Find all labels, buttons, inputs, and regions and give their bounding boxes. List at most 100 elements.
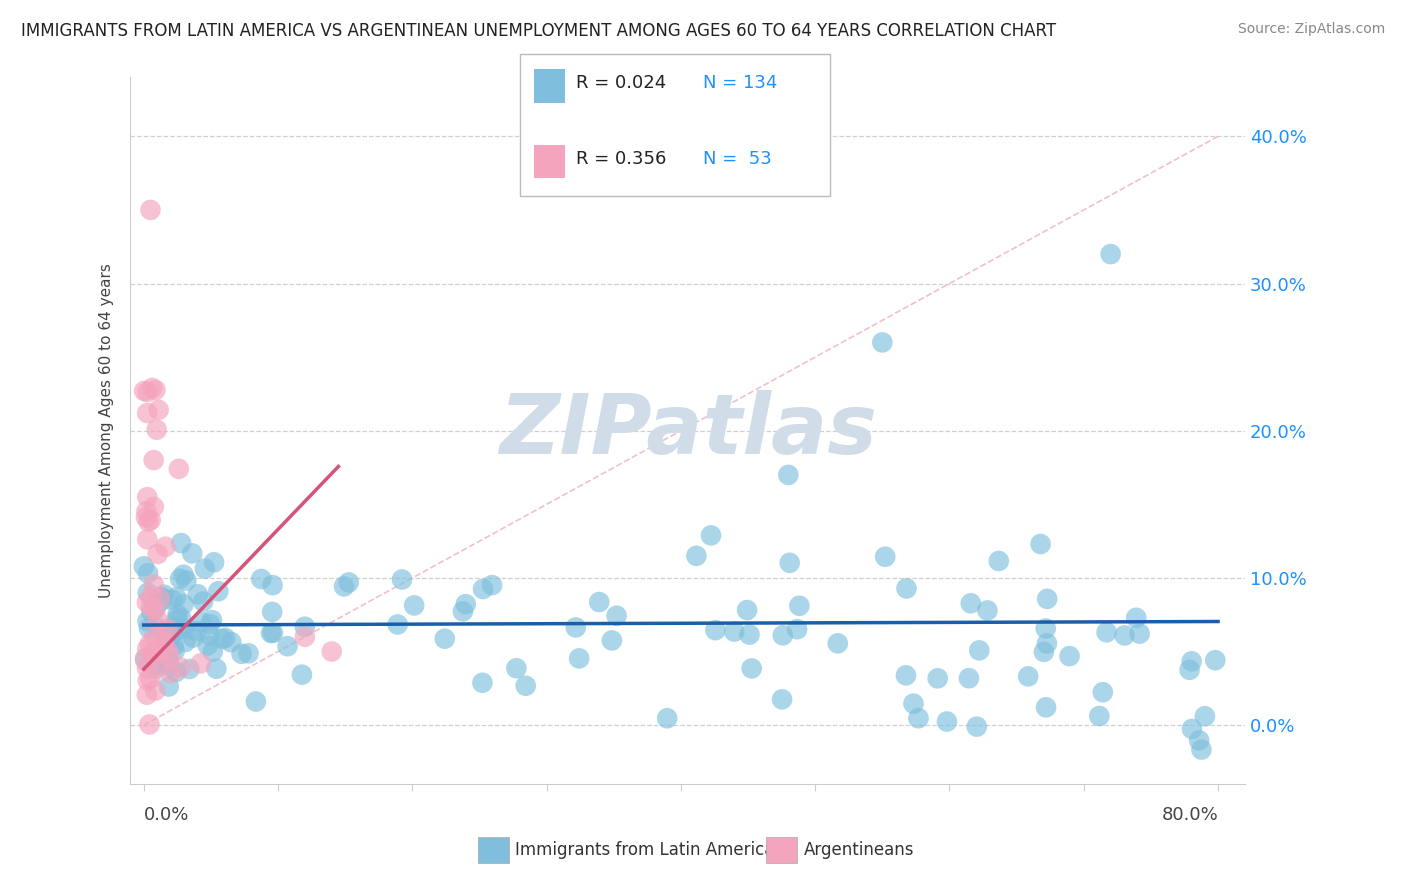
Point	[149, 591, 172, 605]
Point	[896, 582, 918, 596]
Point	[149, 657, 172, 672]
Point	[157, 680, 180, 694]
Point	[723, 624, 745, 639]
Point	[433, 632, 456, 646]
Point	[170, 611, 193, 625]
Point	[967, 643, 990, 657]
Text: Immigrants from Latin America: Immigrants from Latin America	[515, 841, 773, 859]
Point	[136, 533, 159, 547]
Point	[162, 593, 184, 607]
Point	[568, 651, 591, 665]
Point	[176, 574, 198, 588]
Point	[321, 644, 343, 658]
Point	[1032, 645, 1054, 659]
Point	[187, 587, 209, 601]
Point	[1029, 537, 1052, 551]
Text: IMMIGRANTS FROM LATIN AMERICA VS ARGENTINEAN UNEMPLOYMENT AMONG AGES 60 TO 64 YE: IMMIGRANTS FROM LATIN AMERICA VS ARGENTI…	[21, 22, 1056, 40]
Point	[179, 662, 201, 676]
Point	[170, 660, 193, 674]
Point	[472, 582, 495, 596]
Point	[159, 666, 181, 681]
Point	[146, 547, 169, 561]
Point	[153, 630, 176, 644]
Point	[1036, 636, 1059, 650]
Point	[170, 536, 193, 550]
Point	[143, 603, 166, 617]
Point	[588, 595, 610, 609]
Point	[136, 673, 159, 688]
Point	[1178, 663, 1201, 677]
Point	[146, 644, 169, 658]
Point	[214, 631, 236, 645]
Point	[162, 620, 184, 634]
Text: Argentineans: Argentineans	[804, 841, 915, 859]
Point	[142, 649, 165, 664]
Point	[191, 594, 214, 608]
Point	[1125, 611, 1147, 625]
Point	[142, 646, 165, 660]
Point	[198, 628, 221, 642]
Point	[138, 515, 160, 529]
Point	[238, 646, 260, 660]
Point	[173, 597, 195, 611]
Point	[181, 631, 204, 645]
Text: 80.0%: 80.0%	[1161, 806, 1218, 824]
Point	[875, 549, 897, 564]
Point	[976, 603, 998, 617]
Point	[451, 604, 474, 618]
Text: N = 134: N = 134	[703, 74, 778, 92]
Point	[1059, 649, 1081, 664]
Point	[173, 567, 195, 582]
Point	[894, 668, 917, 682]
Point	[167, 623, 190, 637]
Point	[139, 202, 162, 217]
Point	[136, 490, 159, 504]
Point	[142, 500, 165, 514]
Point	[157, 632, 180, 647]
Point	[245, 694, 267, 708]
Point	[770, 692, 793, 706]
Point	[657, 711, 679, 725]
Point	[150, 590, 173, 604]
Point	[1114, 628, 1136, 642]
Point	[333, 579, 356, 593]
Point	[505, 661, 527, 675]
Y-axis label: Unemployment Among Ages 60 to 64 years: Unemployment Among Ages 60 to 64 years	[100, 263, 114, 599]
Point	[156, 622, 179, 636]
Point	[136, 384, 159, 399]
Point	[145, 600, 167, 615]
Point	[1091, 685, 1114, 699]
Point	[291, 667, 314, 681]
Point	[337, 575, 360, 590]
Point	[148, 402, 170, 417]
Point	[404, 599, 426, 613]
Point	[139, 513, 162, 527]
Point	[136, 406, 159, 420]
Point	[262, 578, 284, 592]
Text: N =  53: N = 53	[703, 150, 772, 168]
Point	[135, 504, 157, 518]
Point	[778, 467, 800, 482]
Point	[211, 632, 233, 646]
Point	[741, 661, 763, 675]
Point	[704, 623, 727, 637]
Point	[1017, 669, 1039, 683]
Point	[134, 654, 156, 668]
Point	[139, 589, 162, 603]
Point	[205, 662, 228, 676]
Text: R = 0.356: R = 0.356	[576, 150, 666, 168]
Point	[181, 546, 204, 560]
Point	[136, 586, 159, 600]
Point	[789, 599, 811, 613]
Point	[142, 577, 165, 591]
Point	[1035, 700, 1057, 714]
Point	[606, 608, 628, 623]
Point	[198, 617, 221, 632]
Point	[1194, 709, 1216, 723]
Point	[141, 605, 163, 619]
Point	[136, 615, 159, 629]
Point	[153, 588, 176, 602]
Point	[966, 720, 988, 734]
Point	[1204, 653, 1226, 667]
Point	[262, 605, 284, 619]
